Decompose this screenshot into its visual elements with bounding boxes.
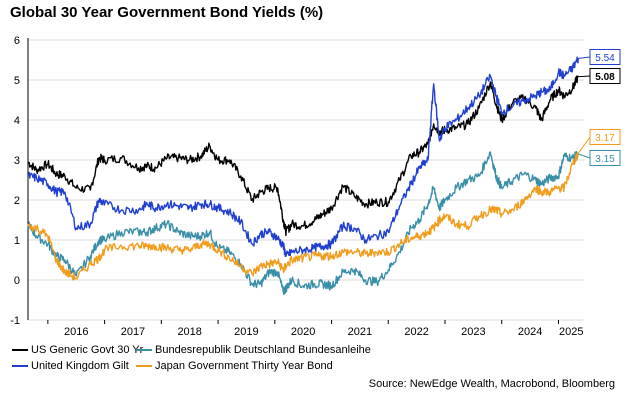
legend-item-uk: United Kingdom Gilt [12,360,129,372]
x-tick-label: 2020 [291,326,315,338]
callout-leader [577,136,591,154]
legend-label: Japan Government Thirty Year Bond [155,360,333,372]
x-tick-label: 2017 [121,326,145,338]
x-tick-label: 2018 [177,326,201,338]
x-tick-label: 2016 [64,326,88,338]
legend-item-japan: Japan Government Thirty Year Bond [136,360,333,372]
callout-leader [578,153,591,159]
callout-value: 3.15 [595,154,615,165]
series-line-1 [27,151,579,295]
callout-leader [578,56,591,59]
legend-label: US Generic Govt 30 Yr [31,344,144,356]
series-lines [27,56,579,295]
callout-leader [578,75,591,78]
legend-item-germany: Bundesrepublik Deutschland Bundesanleihe [136,344,371,356]
x-tick-label: 2022 [404,326,428,338]
legend-swatch [136,349,152,351]
callout-box [589,129,621,145]
x-tick-label: 2019 [234,326,258,338]
x-tick-label: 2024 [518,326,542,338]
callout-box [589,150,621,166]
y-tick-label: 3 [14,155,20,167]
callout-box [589,49,621,65]
axes: -1 0 1 2 3 4 5 6 2016 2017 2018 2019 2020 2021 2022 202… [10,35,583,338]
legend-item-us: US Generic Govt 30 Yr [12,344,143,356]
x-tick-label: 2023 [461,326,485,338]
y-tick-label: 1 [14,235,20,247]
legend-swatch [136,365,152,367]
callout-value: 5.08 [595,72,615,83]
x-tick-label: 2021 [348,326,372,338]
y-tick-label: 4 [14,115,20,127]
legend-label: Bundesrepublik Deutschland Bundesanleihe [155,344,371,356]
y-tick-label: 6 [14,35,20,47]
y-tick-label: 2 [14,195,20,207]
series-line-3 [27,152,579,281]
y-tick-label: -1 [10,315,20,327]
y-tick-label: 0 [14,275,20,287]
legend-swatch [12,365,28,367]
callout-value: 5.54 [595,53,615,64]
callout-value: 3.17 [595,133,615,144]
callout-box [589,68,621,84]
chart-title: Global 30 Year Government Bond Yields (%… [10,4,324,21]
series-line-0 [27,75,579,237]
legend-label: United Kingdom Gilt [31,360,129,372]
gridlines [28,39,584,321]
legend-swatch [12,349,28,351]
x-tick-label: 2025 [559,326,583,338]
y-tick-label: 5 [14,75,20,87]
source-note: Source: NewEdge Wealth, Macrobond, Bloom… [368,378,615,390]
series-line-2 [27,56,579,258]
end-labels: 5.54 5.08 3.17 3.15 [577,49,621,166]
